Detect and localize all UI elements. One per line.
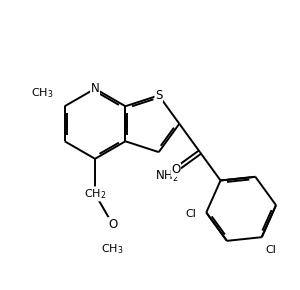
Text: Cl: Cl <box>185 209 196 219</box>
Text: NH$_2$: NH$_2$ <box>154 168 178 184</box>
Text: CH$_3$: CH$_3$ <box>31 86 53 100</box>
Text: CH$_2$: CH$_2$ <box>84 187 106 201</box>
Text: O: O <box>171 163 181 176</box>
Text: CH$_3$: CH$_3$ <box>101 242 124 256</box>
Text: N: N <box>91 82 99 95</box>
Text: O: O <box>108 218 117 231</box>
Text: S: S <box>155 89 162 102</box>
Text: Cl: Cl <box>266 245 277 255</box>
